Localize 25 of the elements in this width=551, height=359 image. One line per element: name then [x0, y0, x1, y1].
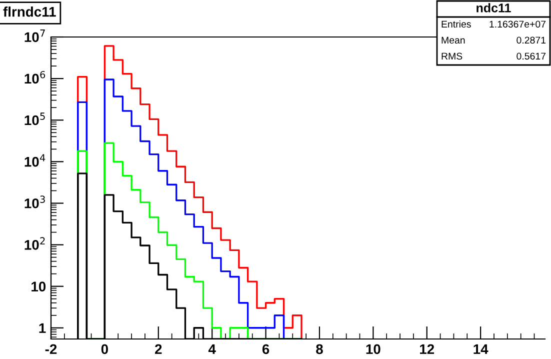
y-tick-label: 10$^{5}$: [24, 112, 45, 126]
annotation: 0.5617: [516, 52, 546, 60]
x-tick-label: 12: [420, 344, 434, 354]
x-tick-label: 10: [366, 344, 380, 354]
chart-title: flrndc11: [3, 6, 56, 17]
y-tick-label: 10$^{7}$: [24, 30, 45, 42]
y-tick-label: 10: [32, 282, 46, 292]
x-tick-label: 6: [262, 344, 270, 354]
text: ndc11: [476, 3, 511, 12]
annotation: RMS: [442, 52, 462, 60]
y-tick-label: 10$^{4}$: [24, 154, 46, 167]
x-tick-label: 4: [208, 344, 216, 354]
y-tick-label: 10$^{3}$: [24, 196, 45, 208]
y-tick-label: 10$^{6}$: [24, 70, 46, 84]
text: Entries: [442, 20, 471, 28]
x-tick-label: 8: [316, 344, 323, 354]
text: 1.16367e+07: [490, 20, 546, 28]
x-tick-label: 0: [101, 344, 108, 354]
y-tick-label: 1: [39, 323, 46, 333]
x-tick-label: -2: [45, 344, 57, 354]
y-tick-label: 10$^{2}$: [24, 237, 45, 250]
x-tick-label: 14: [474, 344, 488, 354]
annotation: Mean: [442, 36, 465, 44]
annotation: 0.2871: [516, 36, 546, 44]
x-tick-label: 2: [155, 344, 162, 354]
